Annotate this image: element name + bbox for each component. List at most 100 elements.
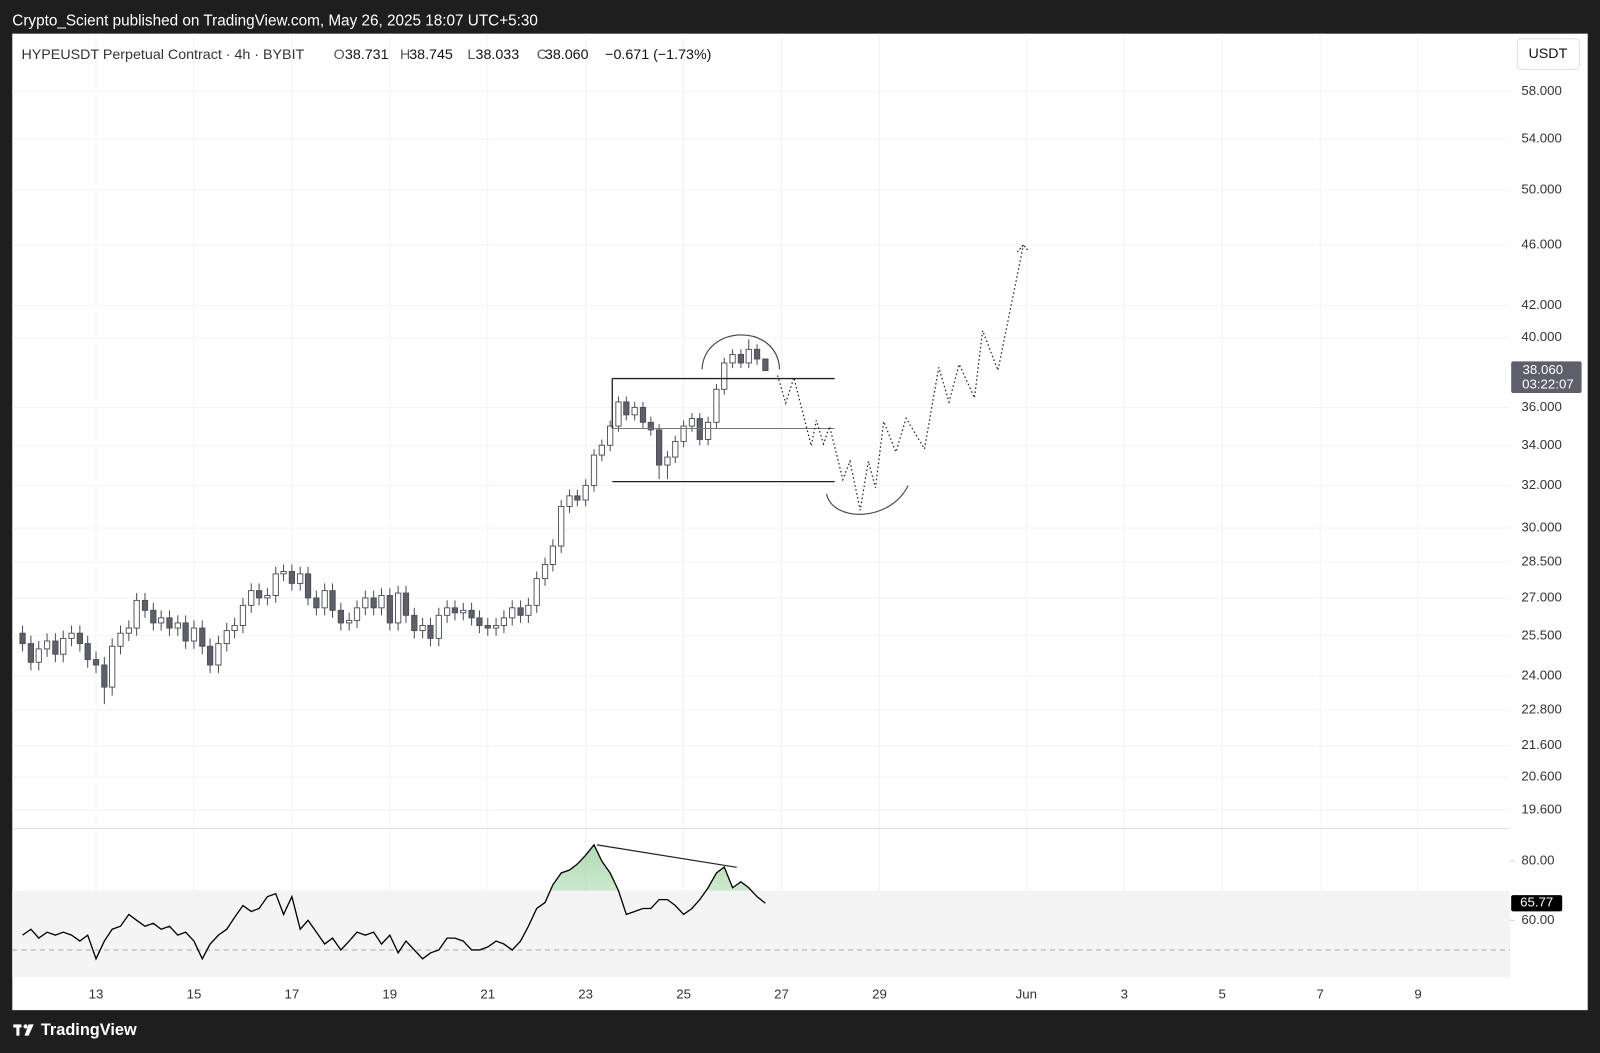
- legend-key: C: [537, 47, 547, 63]
- candle-body: [109, 645, 116, 688]
- x-tick-label: 7: [1316, 986, 1323, 1001]
- y-tick-label: 20.600: [1521, 769, 1562, 784]
- x-tick-label: 29: [872, 986, 887, 1001]
- candle-body: [647, 421, 654, 431]
- candle-body: [84, 643, 91, 661]
- rsi-marker-label: 65.77: [1520, 895, 1553, 910]
- candle-body: [378, 595, 385, 609]
- candle-body: [468, 609, 475, 619]
- candle-body: [174, 622, 181, 629]
- candle-body: [419, 625, 426, 632]
- candle-body: [370, 597, 377, 609]
- candle-body: [297, 573, 304, 584]
- candle-body: [76, 632, 83, 645]
- x-tick-label: 13: [89, 986, 104, 1001]
- x-tick-label: 15: [187, 986, 202, 1001]
- candle-body: [239, 604, 247, 626]
- candle-body: [411, 614, 418, 632]
- projection-path: [776, 244, 1025, 511]
- currency-button[interactable]: [1516, 38, 1581, 70]
- y-tick-label: 27.000: [1521, 589, 1562, 604]
- rsi-tick-label: 80.00: [1521, 853, 1554, 868]
- rsi-band: [12, 890, 1511, 978]
- currency[interactable]: USDT: [1528, 46, 1567, 62]
- x-tick-label: 9: [1414, 986, 1421, 1001]
- candle-body: [737, 353, 745, 364]
- candle-body: [533, 578, 540, 606]
- candles: [19, 339, 769, 705]
- y-tick-label: 58.000: [1521, 83, 1562, 98]
- y-tick-label: 28.500: [1521, 554, 1562, 569]
- y-tick-label: 46.000: [1521, 237, 1562, 252]
- y-tick-label: 42.000: [1521, 297, 1562, 312]
- rsi-marker: [1511, 895, 1563, 912]
- candle-body: [639, 406, 647, 423]
- candle-body: [117, 632, 124, 647]
- price-countdown: 03:22:07: [1522, 376, 1574, 391]
- candle-body: [190, 627, 198, 642]
- candle-body: [141, 599, 149, 611]
- y-tick-label: 36.000: [1521, 399, 1562, 414]
- rsi-tick-label: 60.00: [1521, 912, 1554, 927]
- candle-body: [346, 619, 353, 624]
- candle-body: [60, 637, 67, 655]
- y-tick-label: 40.000: [1521, 329, 1562, 344]
- y-tick-label: 24.000: [1521, 667, 1562, 682]
- candle-body: [574, 495, 581, 501]
- logo-part: [24, 1024, 34, 1036]
- candle-body: [631, 406, 638, 416]
- x-tick-label: Jun: [1016, 986, 1037, 1001]
- candle-body: [443, 607, 451, 616]
- footer-logo: [13, 1024, 34, 1036]
- candle-body: [248, 590, 255, 606]
- candle-body: [517, 607, 524, 616]
- candle-body: [264, 595, 271, 599]
- candle-body: [337, 609, 344, 624]
- candle-body: [272, 573, 279, 596]
- legend-key: O: [334, 47, 345, 63]
- candle-body: [590, 454, 598, 486]
- y-tick-label: 32.000: [1521, 477, 1562, 492]
- candle-body: [451, 607, 459, 614]
- logo-part: [16, 1024, 20, 1036]
- logo-part: [23, 1024, 28, 1029]
- candle-body: [476, 617, 483, 626]
- candle-body: [255, 590, 263, 599]
- candle-body: [549, 545, 556, 565]
- candle-body: [672, 440, 679, 458]
- candle-body: [762, 358, 769, 372]
- y-tick-label: 54.000: [1521, 130, 1562, 145]
- candle-body: [745, 348, 752, 364]
- candle-body: [525, 604, 532, 616]
- candle-body: [582, 484, 589, 501]
- chart-area: [12, 33, 1588, 1011]
- candle-body: [656, 429, 663, 466]
- candle-body: [92, 659, 100, 666]
- publish-header: Crypto_Scient published on TradingView.c…: [12, 12, 538, 29]
- candle-body: [623, 401, 630, 416]
- x-tick-label: 17: [285, 986, 300, 1001]
- candle-body: [215, 643, 222, 666]
- x-tick-label: 19: [382, 986, 397, 1001]
- legend-value: 38.033: [476, 47, 520, 63]
- candle-body: [27, 643, 35, 663]
- candle-body: [566, 495, 573, 507]
- candle-body: [321, 590, 328, 609]
- candle-body: [35, 648, 42, 663]
- candle-body: [395, 592, 402, 624]
- grid: [12, 33, 1511, 978]
- candle-body: [182, 622, 189, 642]
- y-tick-label: 50.000: [1521, 181, 1562, 196]
- candle-body: [680, 425, 687, 442]
- candle-body: [607, 425, 614, 446]
- candle-body: [729, 353, 736, 364]
- bottom-arc: [825, 485, 909, 515]
- x-tick-label: 23: [578, 986, 593, 1001]
- candle-body: [484, 625, 491, 629]
- candle-body: [150, 609, 157, 624]
- candle-body: [362, 597, 369, 609]
- candle-body: [313, 597, 320, 609]
- candle-body: [509, 607, 516, 619]
